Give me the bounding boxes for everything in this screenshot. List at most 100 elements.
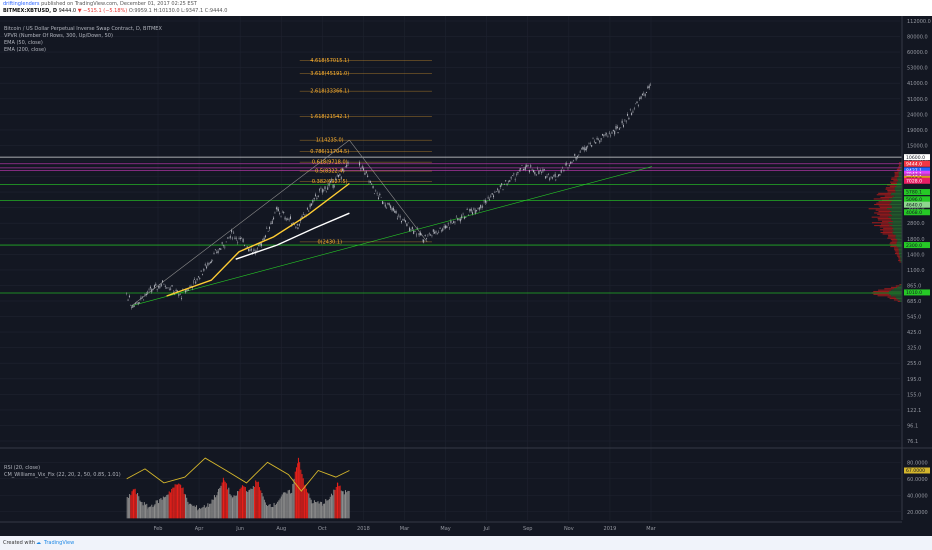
vix-bar (315, 502, 317, 519)
vix-bar (244, 487, 246, 519)
candle-body (133, 305, 135, 307)
candle-body (273, 217, 275, 220)
vix-bar (163, 497, 165, 519)
fib-label: 1.618(21542.1) (310, 114, 349, 120)
volume-bar (894, 248, 899, 250)
fib-label: 3.618(45191.0) (310, 71, 349, 77)
candle-body (127, 299, 129, 301)
x-tick-label: 2018 (357, 526, 370, 532)
vix-bar (197, 509, 199, 519)
vix-bar (235, 495, 237, 519)
vix-bar (340, 490, 342, 519)
volume-bar (899, 162, 901, 164)
volume-bar (900, 261, 902, 263)
x-tick-label: Mar (646, 526, 656, 532)
candle-body (260, 243, 262, 246)
vix-bar (192, 506, 194, 519)
y-tick-label: 685.0 (907, 299, 921, 305)
volume-bar (890, 286, 898, 288)
vix-bar (207, 503, 209, 519)
candle-body (636, 101, 638, 104)
candle-body (147, 291, 149, 293)
volume-bar (890, 209, 902, 211)
volume-bar (899, 261, 901, 263)
candle-body (474, 210, 476, 214)
candle-body (575, 157, 577, 160)
vix-bar (275, 503, 277, 519)
publisher-username[interactable]: driftinglenders (3, 1, 40, 7)
volume-bar (868, 208, 887, 210)
candle-body (207, 262, 209, 266)
candle-body (234, 237, 236, 239)
legend-ema50[interactable]: EMA (50, close) (4, 40, 43, 46)
candle-body (315, 194, 317, 196)
vix-bar (334, 489, 336, 519)
candles (126, 82, 652, 310)
time-axis[interactable]: Feb Apr Jun Aug Oct 2018 Mar May Jul Sep Nov 2019 Ma… (0, 521, 902, 532)
volume-bar (897, 170, 900, 172)
volume-bar (890, 194, 902, 196)
publish-info: published on TradingView.com, December 0… (41, 1, 197, 7)
legend-ema200[interactable]: EMA (200, close) (4, 47, 46, 53)
volume-bar (896, 243, 902, 245)
vix-bar (317, 501, 319, 519)
candle-body (283, 211, 285, 213)
candle-body (200, 270, 202, 272)
candle-body (153, 285, 155, 288)
rsi-pane[interactable]: 80.0000 60.0000 40.0000 20.0000 67.0000 (0, 457, 930, 519)
candle-body (446, 226, 448, 228)
symbol-name[interactable]: BITMEX:XBTUSD, D (3, 8, 58, 14)
x-tick-label: May (440, 526, 450, 532)
volume-bar (887, 190, 896, 192)
candle-body (347, 162, 349, 164)
volume-bar (898, 260, 901, 262)
volume-bar (888, 236, 896, 238)
vix-bar (293, 478, 295, 519)
vix-bar (187, 504, 189, 519)
volume-bar (896, 185, 902, 187)
candle-body (195, 281, 197, 284)
vix-bar (339, 485, 341, 519)
y-tick-label: 80000.0 (907, 35, 928, 41)
volume-bar (895, 251, 900, 253)
vix-bar (153, 505, 155, 519)
candle-body (377, 197, 379, 199)
candle-body (486, 201, 488, 203)
tradingview-brand[interactable]: TradingView (44, 540, 75, 546)
volume-bar (890, 202, 902, 204)
candle-body (440, 230, 442, 232)
candle-body (559, 174, 561, 176)
candle-body (171, 285, 173, 287)
candle-body (187, 289, 189, 291)
x-tick-label: Sep (523, 526, 532, 532)
candle-body (535, 174, 537, 176)
candle-body (206, 266, 208, 269)
candle-body (434, 231, 436, 234)
vix-bar (259, 487, 261, 519)
candle-body (331, 179, 333, 181)
vix-bar (269, 504, 271, 519)
legend-rsi[interactable]: RSI (20, close) (4, 465, 40, 471)
candle-body (645, 92, 647, 93)
chart-area[interactable]: 4.618(57015.1) 3.618(45191.0) 2.618(33366.… (0, 16, 932, 536)
candle-body (193, 281, 195, 283)
volume-bar (893, 230, 902, 232)
vix-bar (265, 504, 267, 519)
volume-bar (895, 285, 900, 287)
legend-vpvr[interactable]: VPVR (Number Of Rows, 300, Up/Down, 50) (4, 33, 113, 39)
chart-canvas[interactable]: 4.618(57015.1) 3.618(45191.0) 2.618(33366.… (0, 16, 932, 536)
vix-bar (310, 499, 312, 519)
volume-bar (892, 220, 902, 222)
vix-bar (263, 499, 265, 519)
created-with-text: Created with (3, 540, 35, 546)
candle-body (263, 237, 265, 241)
legend-vix[interactable]: CM_Williams_Vix_Fix (22, 20, 2, 50, 0.85… (4, 472, 121, 478)
y-tick-label: 325.0 (907, 346, 921, 352)
volume-bar (893, 233, 902, 235)
candle-body (579, 151, 581, 153)
vix-bar (213, 495, 215, 519)
candle-body (160, 283, 162, 287)
vix-bar (204, 507, 206, 519)
candle-body (418, 233, 420, 236)
x-tick-label: Apr (195, 526, 205, 532)
